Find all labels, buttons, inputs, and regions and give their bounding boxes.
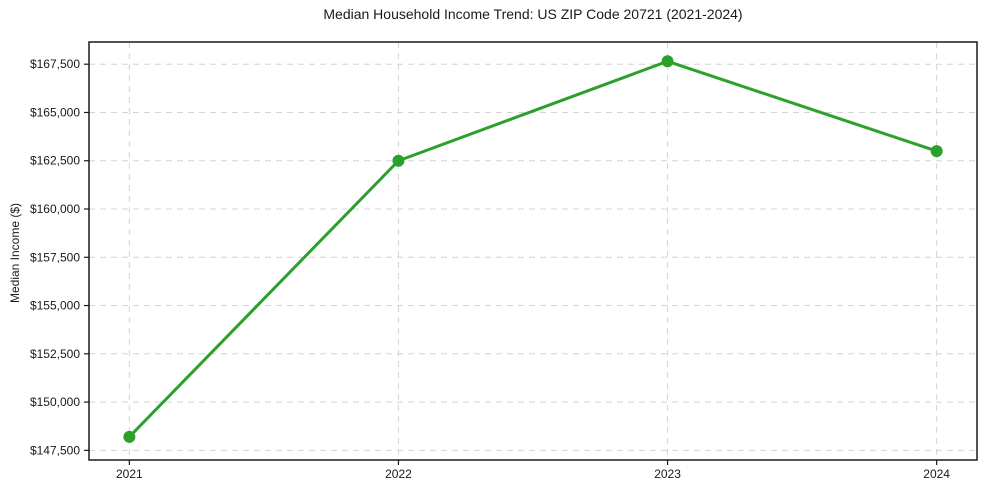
x-tick-label: 2024 [923, 467, 950, 481]
x-tick-label: 2023 [654, 467, 681, 481]
axes-box [88, 41, 978, 461]
y-tick-label: $155,000 [30, 299, 80, 313]
x-tick-label: 2022 [385, 467, 412, 481]
y-tick-label: $160,000 [30, 202, 80, 216]
x-tick-label: 2021 [116, 467, 143, 481]
y-tick-label: $165,000 [30, 105, 80, 119]
y-tick-label: $147,500 [30, 443, 80, 457]
data-point-marker [930, 145, 943, 158]
y-tick-label: $157,500 [30, 250, 80, 264]
y-tick-label: $162,500 [30, 154, 80, 168]
data-point-marker [392, 154, 405, 167]
data-point-marker [661, 55, 674, 68]
trend-line [127, 59, 939, 439]
chart-title: Median Household Income Trend: US ZIP Co… [323, 6, 743, 22]
y-tick-label: $150,000 [30, 395, 80, 409]
y-tick-label: $152,500 [30, 347, 80, 361]
y-tick-label: $167,500 [30, 57, 80, 71]
data-point-marker [123, 430, 136, 443]
